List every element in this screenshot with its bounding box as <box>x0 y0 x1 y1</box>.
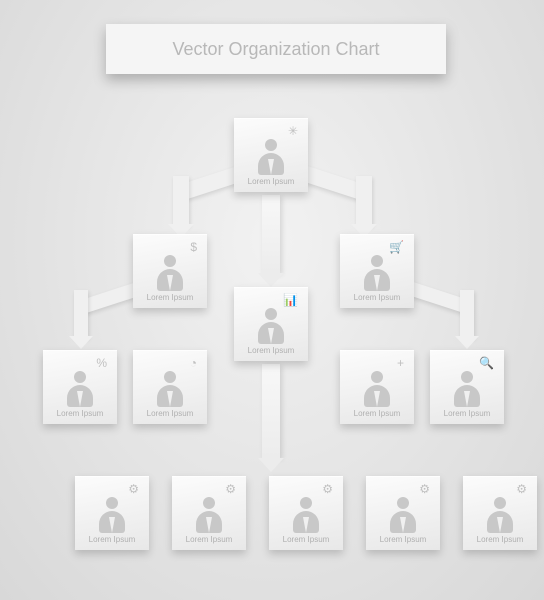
node-badge-icon: + <box>397 356 404 370</box>
node-label: Lorem Ipsum <box>186 535 233 544</box>
person-icon <box>288 493 324 533</box>
title-bar: Vector Organization Chart <box>106 24 446 74</box>
node-label: Lorem Ipsum <box>89 535 136 544</box>
node-label: Lorem Ipsum <box>248 346 295 355</box>
person-icon <box>152 251 188 291</box>
arrow-right-to-l3 <box>406 268 486 348</box>
person-icon <box>359 251 395 291</box>
arrow-ceo-to-left <box>163 152 243 232</box>
node-label: Lorem Ipsum <box>283 535 330 544</box>
chart-title: Vector Organization Chart <box>172 39 379 60</box>
node-badge-icon: $ <box>190 240 197 254</box>
org-node-l4-5: ⚙Lorem Ipsum <box>463 476 537 550</box>
org-node-l4-3: ⚙Lorem Ipsum <box>269 476 343 550</box>
node-label: Lorem Ipsum <box>477 535 524 544</box>
org-node-l4-4: ⚙Lorem Ipsum <box>366 476 440 550</box>
person-icon <box>94 493 130 533</box>
person-icon <box>482 493 518 533</box>
person-icon <box>191 493 227 533</box>
org-node-l4-1: ⚙Lorem Ipsum <box>75 476 149 550</box>
arrow-center-to-bottom <box>262 364 280 458</box>
node-label: Lorem Ipsum <box>147 409 194 418</box>
node-label: Lorem Ipsum <box>444 409 491 418</box>
node-badge-icon: ◔ <box>190 356 197 370</box>
org-node-l3-2: ◔ Lorem Ipsum <box>133 350 207 424</box>
node-label: Lorem Ipsum <box>147 293 194 302</box>
org-node-l3-4: 🔍Lorem Ipsum <box>430 350 504 424</box>
node-label: Lorem Ipsum <box>57 409 104 418</box>
person-icon <box>253 135 289 175</box>
person-icon <box>449 367 485 407</box>
org-node-mgr-l: $ Lorem Ipsum <box>133 234 207 308</box>
org-node-mgr-c: 📊Lorem Ipsum <box>234 287 308 361</box>
person-icon <box>152 367 188 407</box>
node-label: Lorem Ipsum <box>248 177 295 186</box>
person-icon <box>253 304 289 344</box>
person-icon <box>359 367 395 407</box>
node-label: Lorem Ipsum <box>354 293 401 302</box>
person-icon <box>62 367 98 407</box>
org-node-ceo: ✳ Lorem Ipsum <box>234 118 308 192</box>
arrow-left-to-l3 <box>62 268 142 348</box>
arrow-ceo-to-right <box>300 152 380 232</box>
node-label: Lorem Ipsum <box>354 409 401 418</box>
person-icon <box>385 493 421 533</box>
org-node-l3-1: %Lorem Ipsum <box>43 350 117 424</box>
org-node-mgr-r: 🛒Lorem Ipsum <box>340 234 414 308</box>
node-badge-icon: ✳ <box>288 124 298 138</box>
arrow-ceo-to-center <box>262 195 280 273</box>
org-node-l3-3: + Lorem Ipsum <box>340 350 414 424</box>
node-label: Lorem Ipsum <box>380 535 427 544</box>
org-node-l4-2: ⚙Lorem Ipsum <box>172 476 246 550</box>
